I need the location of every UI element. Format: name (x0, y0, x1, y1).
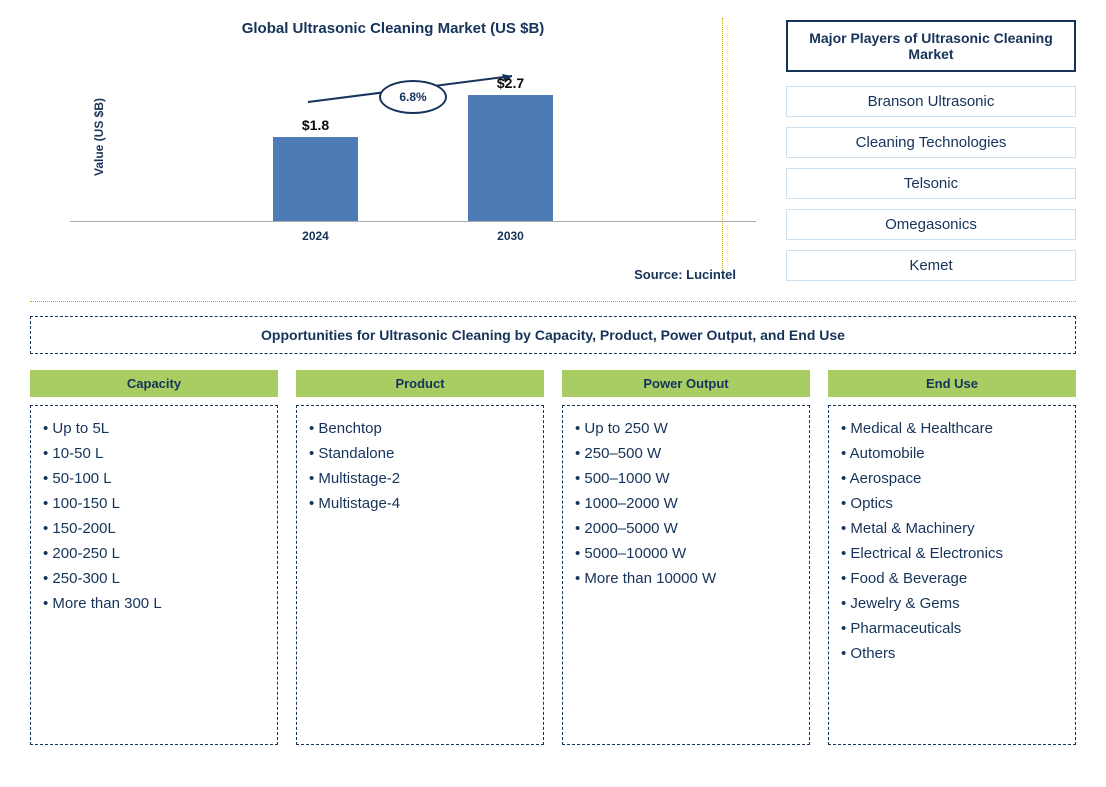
list-item: Up to 250 W (575, 416, 797, 441)
bar-group: $1.82024 (273, 117, 358, 221)
bar-chart: Value (US $B) 6.8% $1.82024 $2.72030 (70, 52, 756, 222)
bar (468, 95, 553, 221)
list-item: Electrical & Electronics (841, 541, 1063, 566)
column-header: Power Output (562, 370, 810, 397)
chart-region: Global Ultrasonic Cleaning Market (US $B… (30, 20, 756, 291)
list-item: 10-50 L (43, 441, 265, 466)
chart-title: Global Ultrasonic Cleaning Market (US $B… (30, 20, 756, 37)
players-title: Major Players of Ultrasonic Cleaning Mar… (786, 20, 1076, 72)
list-item: Aerospace (841, 466, 1063, 491)
list-item: 2000–5000 W (575, 516, 797, 541)
opportunities-title: Opportunities for Ultrasonic Cleaning by… (30, 316, 1076, 354)
list-item: Metal & Machinery (841, 516, 1063, 541)
list-item: Food & Beverage (841, 566, 1063, 591)
player-item: Cleaning Technologies (786, 127, 1076, 158)
list-item: 200-250 L (43, 541, 265, 566)
column-body: Medical & HealthcareAutomobileAerospaceO… (828, 405, 1076, 745)
bar-value-label: $2.7 (497, 75, 524, 91)
source-attribution: Source: Lucintel (30, 267, 756, 282)
list-item: Standalone (309, 441, 531, 466)
growth-rate-label: 6.8% (379, 80, 447, 114)
list-item: Up to 5L (43, 416, 265, 441)
column-body: Up to 5L10-50 L50-100 L100-150 L150-200L… (30, 405, 278, 745)
list-item: Jewelry & Gems (841, 591, 1063, 616)
bar-value-label: $1.8 (302, 117, 329, 133)
column-body: Up to 250 W250–500 W500–1000 W1000–2000 … (562, 405, 810, 745)
list-item: More than 10000 W (575, 566, 797, 591)
list-item: 500–1000 W (575, 466, 797, 491)
column-header: Capacity (30, 370, 278, 397)
list-item: More than 300 L (43, 591, 265, 616)
column-header: End Use (828, 370, 1076, 397)
list-item: 250-300 L (43, 566, 265, 591)
list-item: Benchtop (309, 416, 531, 441)
list-item: 50-100 L (43, 466, 265, 491)
list-item: Others (841, 641, 1063, 666)
bar (273, 137, 358, 221)
bar-group: $2.72030 (468, 75, 553, 221)
top-region: Global Ultrasonic Cleaning Market (US $B… (30, 20, 1076, 291)
y-axis-label: Value (US $B) (92, 97, 106, 175)
list-item: 5000–10000 W (575, 541, 797, 566)
players-panel: Major Players of Ultrasonic Cleaning Mar… (786, 20, 1076, 291)
opportunities-columns: Capacity Up to 5L10-50 L50-100 L100-150 L… (30, 370, 1076, 745)
list-item: 1000–2000 W (575, 491, 797, 516)
list-item: Optics (841, 491, 1063, 516)
horizontal-divider (30, 301, 1076, 302)
player-item: Telsonic (786, 168, 1076, 199)
list-item: Multistage-4 (309, 491, 531, 516)
x-axis-tick: 2030 (468, 229, 553, 243)
list-item: Automobile (841, 441, 1063, 466)
list-item: Medical & Healthcare (841, 416, 1063, 441)
x-axis-tick: 2024 (273, 229, 358, 243)
player-item: Branson Ultrasonic (786, 86, 1076, 117)
column-body: BenchtopStandaloneMultistage-2Multistage… (296, 405, 544, 745)
players-list: Branson Ultrasonic Cleaning Technologies T… (786, 86, 1076, 281)
player-item: Kemet (786, 250, 1076, 281)
list-item: Multistage-2 (309, 466, 531, 491)
opportunity-column: Capacity Up to 5L10-50 L50-100 L100-150 L… (30, 370, 278, 745)
opportunity-column: Power Output Up to 250 W250–500 W500–1000… (562, 370, 810, 745)
list-item: 250–500 W (575, 441, 797, 466)
opportunity-column: End Use Medical & HealthcareAutomobileAer… (828, 370, 1076, 745)
list-item: 150-200L (43, 516, 265, 541)
column-header: Product (296, 370, 544, 397)
list-item: Pharmaceuticals (841, 616, 1063, 641)
player-item: Omegasonics (786, 209, 1076, 240)
opportunity-column: Product BenchtopStandaloneMultistage-2Mul… (296, 370, 544, 745)
list-item: 100-150 L (43, 491, 265, 516)
